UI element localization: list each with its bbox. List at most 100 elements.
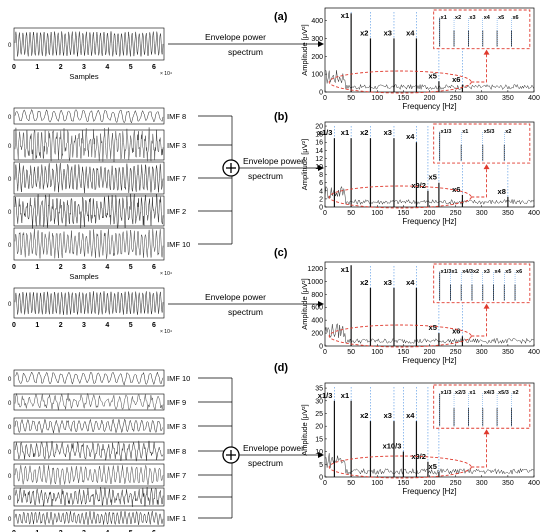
x-tick-label: 200 (424, 480, 436, 487)
x-tick-label: 300 (476, 210, 488, 217)
x-tick-label: 6 (152, 530, 156, 532)
y-axis-label: Amplitude [μV²] (300, 278, 309, 329)
zoom-arrow-icon (483, 303, 490, 309)
zoom-connector (471, 430, 488, 468)
y-tick-label: 10 (315, 449, 323, 456)
signal-trace (14, 291, 164, 315)
y-tick-label: 10 (315, 164, 323, 171)
x-tick-label: 350 (502, 480, 514, 487)
x-tick-label: 300 (476, 95, 488, 102)
x-tick-label: 150 (398, 210, 410, 217)
inset-label: x6 (516, 269, 522, 275)
panel-label: (b) (274, 111, 288, 123)
envelope-arrow-d: Envelope power spectrum (222, 378, 324, 518)
x-tick-label: 6 (152, 264, 156, 271)
imf-label: IMF 2 (167, 493, 186, 502)
zoom-arrow-icon (483, 429, 490, 435)
y-tick-label: 200 (311, 331, 323, 338)
envelope-text-2: spectrum (228, 47, 263, 57)
peak-label: x9/2 (411, 181, 426, 190)
x-tick-label: 50 (347, 349, 355, 356)
y-tick-label: 16 (315, 140, 323, 147)
x-tick-label: 4 (105, 264, 109, 271)
x-tick-label: 5 (129, 64, 133, 71)
imf-label: IMF 9 (167, 398, 186, 407)
inset-label: x5/3 (498, 390, 509, 396)
x-tick-label: 2 (59, 322, 63, 329)
x-tick-label: 2 (59, 530, 63, 532)
spectrum-baseline (324, 323, 535, 345)
x-tick-label: 100 (371, 95, 383, 102)
peak-label: x2 (360, 278, 368, 287)
peak-label: x5 (429, 71, 437, 80)
arrow-head-icon (318, 41, 324, 47)
signal-frame (13, 441, 165, 461)
x-tick-label: 4 (105, 530, 109, 532)
y-tick-label: 1200 (307, 266, 323, 273)
y-tick-label: 600 (311, 305, 323, 312)
panel-d: 0 IMF 100 IMF 90 IMF 30 IMF 80 IMF 70 IMF 20 IM… (8, 362, 540, 532)
x-tick-label: 150 (398, 349, 410, 356)
x-tick-label: 6 (152, 322, 156, 329)
inset-label: x4 (495, 269, 502, 275)
y-tick-label: 0 (319, 205, 323, 212)
inset-label: x4 (484, 15, 491, 21)
x-tick-label: 150 (398, 95, 410, 102)
x-axis-label: Frequency [Hz] (402, 487, 456, 496)
imf-label: IMF 8 (167, 112, 186, 121)
x-tick-label: 5 (129, 530, 133, 532)
y-zero-label: 0 (8, 496, 12, 502)
y-zero-label: 0 (8, 177, 12, 183)
x-tick-label: 0 (323, 210, 327, 217)
y-zero-label: 0 (8, 474, 12, 480)
x-tick-label: 200 (424, 95, 436, 102)
x-axis-label: Samples (69, 272, 98, 281)
peak-label: x6 (452, 75, 460, 84)
signal-trace (14, 392, 164, 411)
inset-label: x2 (512, 390, 518, 396)
imf-label: IMF 7 (167, 471, 186, 480)
arrow-head-icon (318, 165, 324, 171)
peak-label: x1 (341, 265, 349, 274)
y-tick-label: 18 (315, 132, 323, 139)
peak-label: x1 (341, 11, 349, 20)
y-zero-label: 0 (8, 377, 12, 383)
x-tick-label: 1 (35, 530, 39, 532)
time-signals-d: 0 IMF 100 IMF 90 IMF 30 IMF 80 IMF 70 IMF 20 IM… (8, 369, 232, 532)
x-tick-label: 1 (35, 322, 39, 329)
signal-frame (13, 369, 165, 387)
y-tick-label: 5 (319, 462, 323, 469)
zoom-arrow-icon (483, 164, 490, 170)
x-tick-label: 200 (424, 210, 436, 217)
y-tick-label: 6 (319, 180, 323, 187)
y-zero-label: 0 (8, 210, 12, 216)
signal-trace (14, 127, 164, 163)
y-tick-label: 0 (319, 344, 323, 351)
y-tick-label: 0 (319, 90, 323, 97)
signal-frame (13, 227, 165, 261)
imf-label: IMF 2 (167, 207, 186, 216)
x-tick-label: 1 (35, 264, 39, 271)
y-zero-label: 0 (8, 450, 12, 456)
peak-label: x2 (360, 28, 368, 37)
y-tick-label: 2 (319, 196, 323, 203)
y-tick-label: 400 (311, 318, 323, 325)
y-tick-label: 25 (315, 411, 323, 418)
x-tick-label: 3 (82, 264, 86, 271)
inset-label: x3 (469, 15, 475, 21)
y-tick-label: 14 (315, 148, 323, 155)
inset-label: x3 (484, 269, 490, 275)
inset-label: x2 (455, 15, 461, 21)
x-tick-label: 100 (371, 480, 383, 487)
peak-label: x4 (406, 278, 415, 287)
time-signals-a: 0 0 1 2 3 4 5 6 × 10⁴ Samples (8, 27, 172, 81)
x-tick-label: 350 (502, 95, 514, 102)
panel-label: (c) (274, 247, 288, 259)
inset-box (433, 384, 531, 429)
zoom-arrow-icon (483, 49, 490, 55)
x-tick-label: 1 (35, 64, 39, 71)
inset-label: x4/3 (484, 390, 495, 396)
peak-label: x9/2 (411, 452, 426, 461)
